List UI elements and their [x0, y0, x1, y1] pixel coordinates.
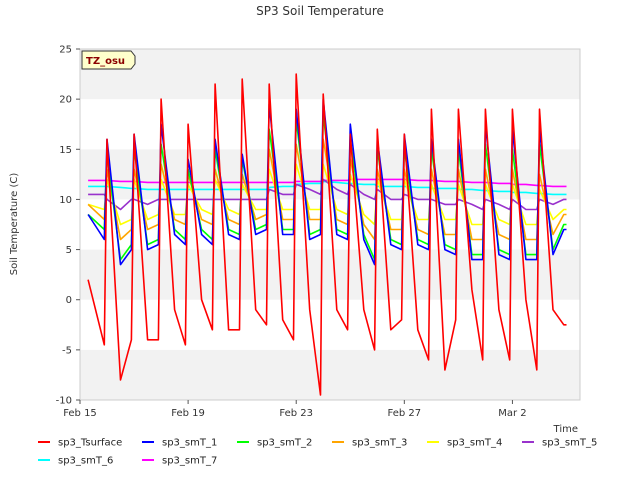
series-layer	[87, 73, 567, 396]
legend-item: sp3_smT_4	[427, 438, 502, 449]
x-axis-ticks: Feb 15 Feb 19 Feb 23 Feb 27 Mar 2	[63, 400, 527, 419]
y-tick-label: -5	[62, 345, 72, 356]
y-tick-label: 20	[59, 95, 72, 106]
legend-label: sp3_smT_2	[257, 438, 312, 449]
legend: sp3_Tsurface sp3_smT_1 sp3_smT_2 sp3_smT_3 s…	[38, 438, 597, 467]
x-tick-label: Mar 2	[498, 408, 526, 419]
legend-item: sp3_smT_7	[142, 456, 217, 467]
y-tick-label: 25	[59, 45, 72, 56]
y-tick-label: 10	[59, 195, 72, 206]
chart-title: SP3 Soil Temperature	[256, 4, 384, 18]
y-axis-label: Soil Temperature (C)	[9, 173, 20, 276]
y-tick-label: 5	[66, 245, 72, 256]
tz-badge: TZ_osu	[81, 50, 136, 70]
y-axis-ticks: -10 -5 0 5 10 15 20 25	[56, 45, 80, 407]
series-line-sp3-tsurface	[87, 73, 567, 396]
plot-band	[80, 349, 580, 400]
tz-badge-text: TZ_osu	[86, 56, 125, 67]
y-tick-label: 15	[59, 145, 72, 156]
plot-bands	[80, 49, 580, 400]
tz-badge-box	[81, 50, 136, 70]
y-tick-label: 0	[66, 295, 72, 306]
legend-item: sp3_smT_5	[522, 438, 597, 449]
legend-item: sp3_smT_3	[332, 438, 407, 449]
legend-item: sp3_smT_1	[142, 438, 217, 449]
legend-label: sp3_Tsurface	[58, 438, 122, 449]
legend-label: sp3_smT_4	[447, 438, 502, 449]
legend-label: sp3_smT_5	[542, 438, 597, 449]
y-tick-label: -10	[56, 396, 72, 407]
legend-label: sp3_smT_6	[58, 456, 113, 467]
legend-item: sp3_smT_2	[237, 438, 312, 449]
plot-band	[80, 49, 580, 100]
x-tick-label: Feb 23	[279, 408, 313, 419]
plot-frame	[79, 48, 581, 401]
plot-band	[80, 299, 580, 350]
legend-item: sp3_smT_6	[38, 456, 113, 467]
x-tick-label: Feb 19	[171, 408, 205, 419]
legend-label: sp3_smT_7	[162, 456, 217, 467]
legend-item: sp3_Tsurface	[38, 438, 122, 449]
x-axis-label: Time	[553, 424, 578, 435]
x-tick-label: Feb 15	[63, 408, 97, 419]
legend-label: sp3_smT_3	[352, 438, 407, 449]
legend-label: sp3_smT_1	[162, 438, 217, 449]
x-tick-label: Feb 27	[388, 408, 422, 419]
plot-band	[80, 99, 580, 150]
